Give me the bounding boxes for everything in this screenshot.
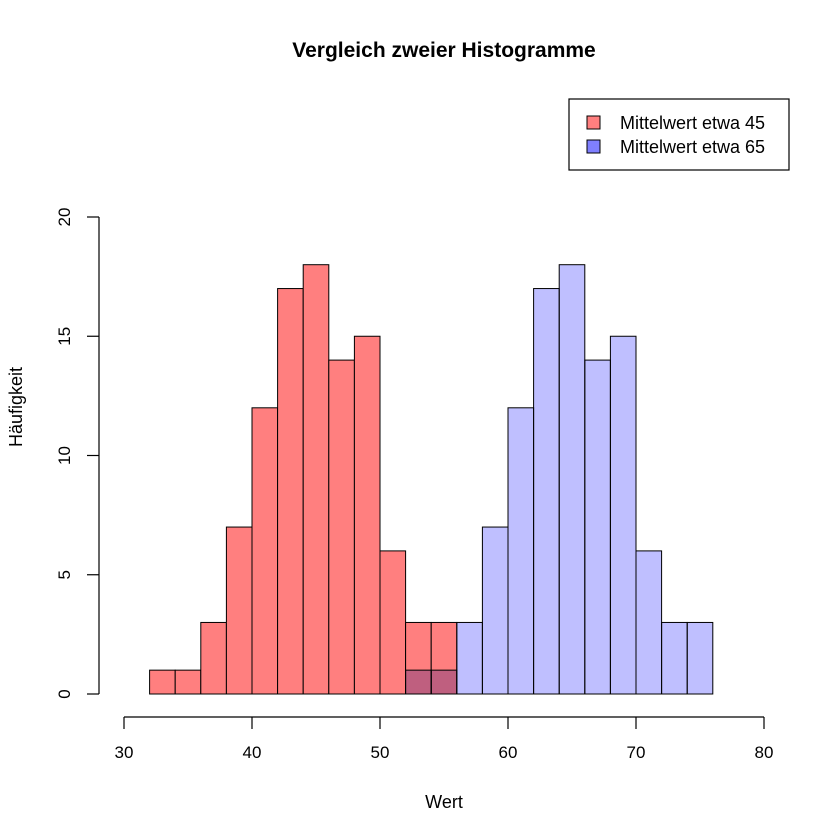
x-tick-label: 50 xyxy=(371,743,390,762)
legend-label-series-2: Mittelwert etwa 65 xyxy=(620,137,765,157)
legend: Mittelwert etwa 45 Mittelwert etwa 65 xyxy=(568,98,790,171)
histogram-bar-series-2-bin-3 xyxy=(456,621,483,695)
x-tick-label: 80 xyxy=(755,743,774,762)
legend-swatch-series-1 xyxy=(586,115,601,130)
histogram-bar-series-1-bin-6 xyxy=(277,288,304,695)
histogram-bar-series-2-bin-6 xyxy=(533,288,560,695)
histogram-bar-series-1-bin-10 xyxy=(379,550,407,695)
histogram-bar-series-1-bin-2 xyxy=(174,669,202,695)
y-tick-label: 20 xyxy=(55,208,74,227)
legend-label-series-1: Mittelwert etwa 45 xyxy=(620,113,765,133)
histogram-bar-series-2-bin-9 xyxy=(609,335,637,695)
histogram-bar-series-1-bin-7 xyxy=(302,264,330,695)
histogram-bar-series-2-bin-12 xyxy=(686,621,714,695)
histogram-bar-series-2-bin-11 xyxy=(661,621,688,695)
histogram-bar-series-1-bin-5 xyxy=(251,407,279,695)
histogram-bar-series-2-bin-4 xyxy=(481,526,509,695)
y-axis: 0 5 10 15 20 xyxy=(55,208,100,699)
histogram-bar-series-2-bin-7 xyxy=(558,264,586,695)
histogram-bar-series-2-bin-1 xyxy=(405,669,432,695)
y-tick-label: 0 xyxy=(55,689,74,698)
histogram-bar-series-1-bin-1 xyxy=(149,669,176,695)
histogram-bar-series-2-bin-10 xyxy=(635,550,663,695)
legend-swatch-series-2 xyxy=(586,139,601,154)
histogram-bar-series-2-bin-5 xyxy=(507,407,535,695)
x-tick-label: 30 xyxy=(115,743,134,762)
y-tick-label: 5 xyxy=(55,570,74,579)
x-tick-label: 70 xyxy=(627,743,646,762)
histogram-bar-series-1-bin-3 xyxy=(200,621,227,695)
y-tick-label: 15 xyxy=(55,327,74,346)
x-axis: 30 40 50 60 70 80 xyxy=(115,716,774,762)
legend-box xyxy=(568,98,790,171)
histogram-bar-series-1-bin-9 xyxy=(353,335,381,695)
histogram-bar-series-2-bin-8 xyxy=(584,359,611,695)
chart-title: Vergleich zweier Histogramme xyxy=(292,39,595,62)
histogram-bar-series-1-bin-4 xyxy=(225,526,253,695)
y-tick-label: 10 xyxy=(55,446,74,465)
y-axis-label: Häufigkeit xyxy=(6,367,26,447)
histogram-bars xyxy=(149,264,714,695)
histogram-bar-series-2-bin-2 xyxy=(430,669,458,695)
x-tick-label: 40 xyxy=(243,743,262,762)
x-axis-label: Wert xyxy=(425,792,463,812)
histogram-bar-series-1-bin-8 xyxy=(328,359,355,695)
x-tick-label: 60 xyxy=(499,743,518,762)
